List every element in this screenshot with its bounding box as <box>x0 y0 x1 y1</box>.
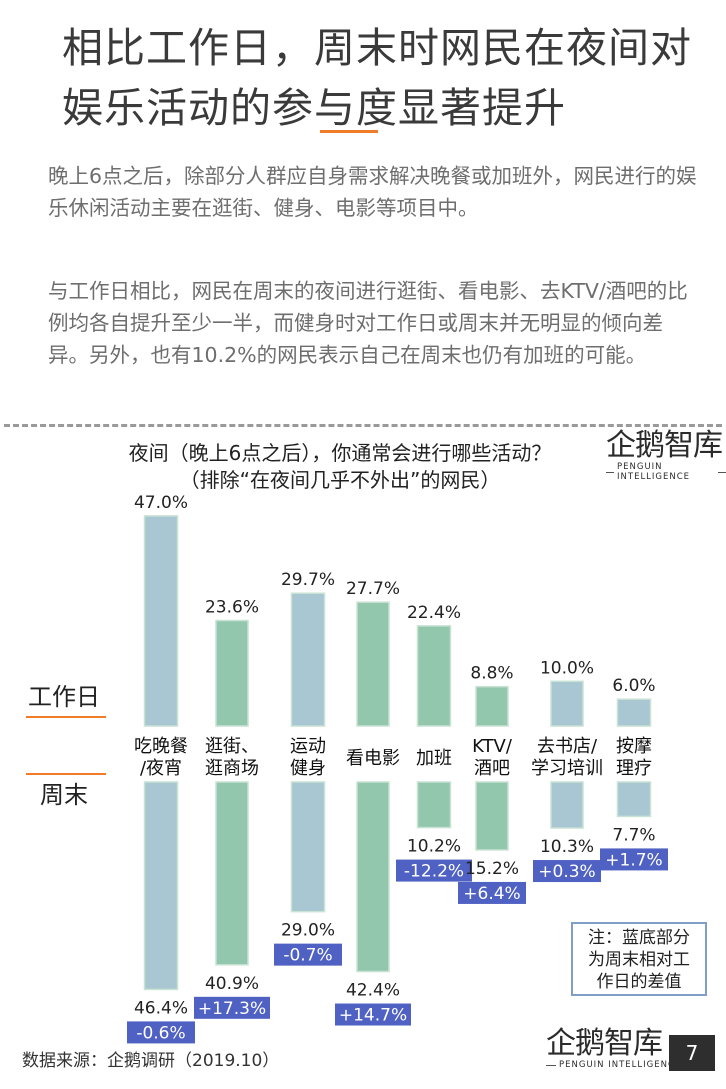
weekend-value-label-6: 10.3% <box>540 837 594 857</box>
weekday-bar-7 <box>616 698 652 727</box>
title-underline <box>320 130 378 133</box>
category-label-0-1: /夜宵 <box>140 758 182 779</box>
weekend-value-label-5: 15.2% <box>465 859 519 879</box>
penguin-intelligence-logo-top: 企鹅智库 PENGUIN INTELLIGENCE <box>606 428 726 483</box>
weekend-value-label-0: 46.4% <box>134 998 188 1018</box>
weekend-value-label-4: 10.2% <box>407 837 461 857</box>
difference-label-3: +14.7% <box>339 1006 407 1026</box>
weekend-bar-1 <box>215 781 249 966</box>
weekday-value-label-4: 22.4% <box>407 603 461 623</box>
note-box: 注：蓝底部分 为周末相对工 作日的差值 <box>571 922 707 996</box>
difference-label-7: +1.7% <box>605 850 662 870</box>
category-label-5-1: 酒吧 <box>474 758 510 779</box>
difference-box-0 <box>127 1021 195 1044</box>
weekend-value-label-3: 42.4% <box>346 981 400 1001</box>
category-label-4-0: 加班 <box>416 748 452 769</box>
difference-box-2 <box>274 943 342 966</box>
weekend-bar-2 <box>290 781 326 913</box>
category-label-7-0: 按摩 <box>616 736 652 757</box>
weekend-bar-5 <box>475 781 509 851</box>
difference-box-1 <box>194 996 270 1019</box>
weekday-value-label-2: 29.7% <box>281 570 335 590</box>
category-label-6-0: 去书店/ <box>537 736 598 757</box>
difference-box-3 <box>335 1003 411 1026</box>
weekend-bar-7 <box>616 781 652 818</box>
logo-subtitle: PENGUIN INTELLIGENCE <box>606 462 726 482</box>
page-title: 相比工作日，周末时网民在夜间对娱乐活动的参与度显著提升 <box>62 24 692 132</box>
data-source: 数据来源：企鹅调研（2019.10） <box>22 1051 280 1071</box>
weekend-bar-6 <box>550 781 584 829</box>
category-label-1-1: 逛商场 <box>205 758 259 779</box>
weekday-bar-3 <box>356 601 390 727</box>
note-line-1: 注：蓝底部分 <box>588 928 690 948</box>
intro-paragraph-1: 晚上6点之后，除部分人群应自身需求解决晚餐或加班外，网民进行的娱乐休闲活动主要在… <box>48 164 697 220</box>
logo-subtitle: PENGUIN INTELLIGENCE <box>546 1060 694 1070</box>
category-label-0-0: 吃晚餐 <box>134 736 188 757</box>
dashed-separator <box>4 424 722 427</box>
difference-box-5 <box>458 881 526 904</box>
weekday-value-label-7: 6.0% <box>612 676 655 696</box>
weekday-value-label-1: 23.6% <box>205 598 259 618</box>
chart-subtitle: （排除“在夜间几乎不外出”的网民） <box>179 468 501 492</box>
difference-label-0: -0.6% <box>136 1023 185 1043</box>
legend-weekend-label: 周末 <box>40 781 88 809</box>
category-label-1-0: 逛街、 <box>205 736 259 757</box>
weekend-value-label-7: 7.7% <box>612 825 655 845</box>
difference-label-4: -12.2% <box>404 862 464 882</box>
weekday-bar-0 <box>143 515 179 727</box>
logo-text: 企鹅智库 <box>606 428 723 463</box>
weekday-value-label-3: 27.7% <box>346 579 400 599</box>
legend-weekend-line <box>26 773 106 775</box>
weekend-bar-3 <box>356 781 390 973</box>
weekday-value-label-5: 8.8% <box>470 664 513 684</box>
difference-label-5: +6.4% <box>463 884 520 904</box>
logo-text: 企鹅智库 <box>546 1026 663 1061</box>
difference-label-6: +0.3% <box>538 862 595 882</box>
note-line-3: 作日的差值 <box>596 972 682 992</box>
category-label-3-0: 看电影 <box>346 748 400 769</box>
weekend-bar-4 <box>416 781 452 829</box>
difference-box-6 <box>533 860 601 883</box>
category-label-6-1: 学习培训 <box>531 758 603 779</box>
difference-box-7 <box>600 848 668 871</box>
legend-weekday-line <box>26 716 106 718</box>
weekday-bar-4 <box>416 625 452 727</box>
category-label-7-1: 理疗 <box>616 758 652 779</box>
weekday-value-label-6: 10.0% <box>540 658 594 678</box>
weekend-value-label-1: 40.9% <box>205 974 259 994</box>
weekday-bar-1 <box>215 619 249 727</box>
intro-paragraph-2: 与工作日相比，网民在周末的夜间进行逛街、看电影、去KTV/酒吧的比例均各自提升至… <box>48 279 688 367</box>
legend-weekday-label: 工作日 <box>28 683 100 711</box>
difference-label-2: -0.7% <box>283 946 332 966</box>
weekday-bar-5 <box>475 685 509 727</box>
weekday-value-label-0: 47.0% <box>134 493 188 513</box>
category-label-2-1: 健身 <box>290 758 326 779</box>
weekday-bar-6 <box>550 680 584 727</box>
difference-label-1: +17.3% <box>198 999 266 1019</box>
chart-title: 夜间（晚上6点之后），你通常会进行哪些活动？ <box>128 441 552 465</box>
penguin-intelligence-logo-bottom: 企鹅智库 PENGUIN INTELLIGENCE <box>546 1026 694 1071</box>
weekend-value-label-2: 29.0% <box>281 921 335 941</box>
page-number: 7 <box>669 1035 715 1071</box>
weekend-bar-0 <box>143 781 179 991</box>
difference-box-4 <box>396 859 472 882</box>
weekday-bar-2 <box>290 592 326 727</box>
category-label-5-0: KTV/ <box>472 736 513 757</box>
category-label-2-0: 运动 <box>290 736 326 757</box>
note-line-2: 为周末相对工 <box>588 950 690 970</box>
